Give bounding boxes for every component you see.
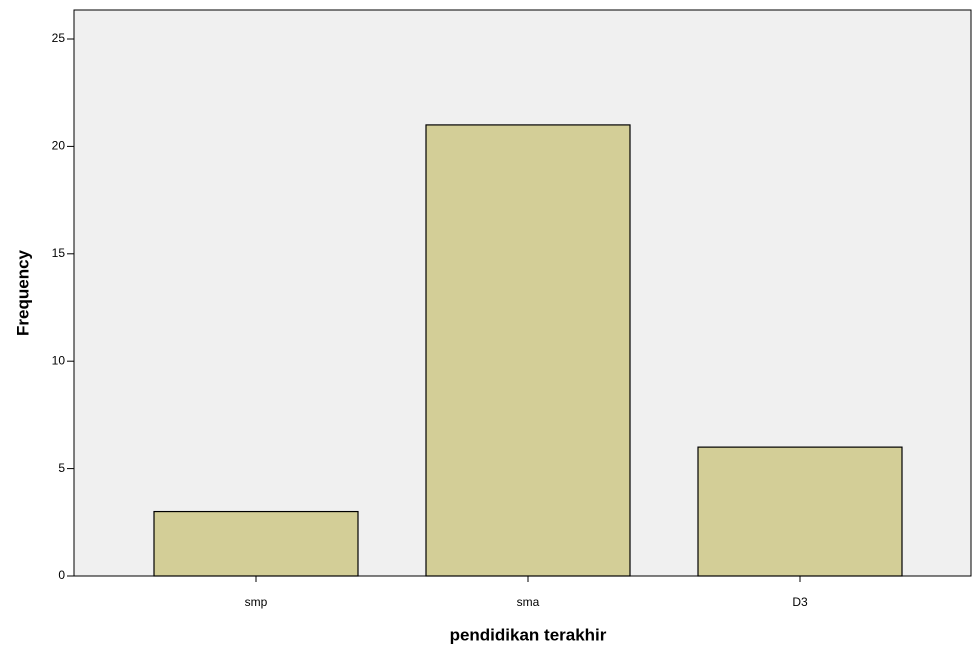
x-tick-label: smp — [245, 595, 268, 609]
bar — [697, 446, 903, 577]
y-axis-label: Frequency — [13, 249, 32, 336]
y-tick-label: 10 — [52, 353, 66, 367]
y-tick-label: 15 — [52, 246, 66, 260]
bar — [153, 510, 359, 577]
y-tick-label: 20 — [52, 139, 66, 153]
y-tick-label: 25 — [52, 31, 66, 45]
y-tick-label: 0 — [58, 568, 65, 582]
x-tick-label: sma — [517, 595, 540, 609]
y-tick-label: 5 — [58, 461, 65, 475]
bar — [425, 124, 631, 577]
x-tick-label: D3 — [792, 595, 808, 609]
x-axis-label: pendidikan terakhir — [450, 625, 607, 644]
